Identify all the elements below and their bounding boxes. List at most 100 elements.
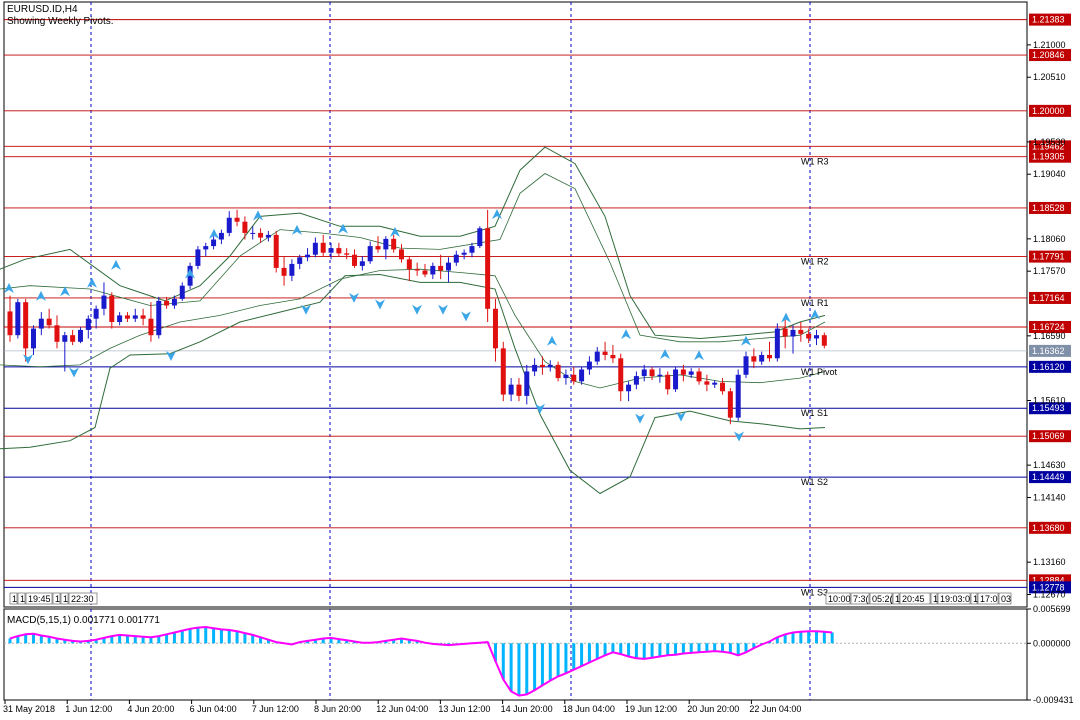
candle-body-58 [462,253,467,255]
price-box-label-13: 1.14449 [1032,472,1065,482]
price-tick-label-4: 1.18060 [1033,234,1066,244]
macd-bar-102 [807,631,810,643]
candle-body-35 [282,268,287,276]
macd-tick-label-1: 0.000000 [1033,638,1071,648]
candle-body-97 [767,355,772,358]
candle-body-69 [548,365,553,367]
price-box-label-10: 1.16120 [1032,362,1065,372]
candle-body-39 [313,243,318,255]
candle-body-65 [516,385,521,396]
macd-bar-27 [220,629,223,643]
macd-bar-66 [525,643,528,694]
candle-body-29 [235,218,240,222]
candle-body-56 [446,263,451,271]
candle-body-8 [70,335,75,342]
macd-bar-77 [611,643,614,652]
tf-label-timeframe_right-7: 1 [973,594,978,604]
candle-body-19 [156,301,161,335]
time-label-7: 13 Jun 12:00 [438,704,490,714]
candle-body-71 [563,375,568,378]
price-box-label-9: 1.16362 [1032,346,1065,356]
tf-label-timeframe_right-4: 20:45 [902,594,925,604]
candle-body-27 [219,233,224,240]
tf-label-timeframe_left-5: 22:30 [71,594,94,604]
price-tick-label-3: 1.19040 [1033,169,1066,179]
macd-tick-label-2: -0.009431 [1033,695,1074,705]
price-box-label-12: 1.15069 [1032,431,1065,441]
candle-body-82 [650,369,655,376]
macd-bar-88 [698,643,701,652]
candle-body-13 [109,296,114,322]
candle-body-51 [407,259,412,269]
tf-label-timeframe_right-0: 10:00 [828,594,851,604]
candle-body-12 [101,296,106,309]
candle-body-90 [712,383,717,385]
candle-body-93 [736,375,741,418]
macd-bar-14 [118,635,121,643]
price-box-label-1: 1.20846 [1032,50,1065,60]
macd-bar-101 [799,632,802,643]
candle-body-102 [806,334,811,339]
candle-body-70 [556,365,561,378]
macd-bar-82 [651,643,654,657]
tf-label-timeframe_left-3: 1 [55,594,60,604]
candle-body-77 [610,355,615,358]
pivot-name-4: W1 S1 [801,408,828,418]
symbol-label: EURUSD.ID,H4 [7,4,78,15]
candle-body-88 [697,371,702,381]
candle-body-16 [133,315,138,318]
candle-body-28 [227,218,232,233]
candle-body-45 [360,261,365,266]
tf-label-timeframe_right-1: 7:3( [853,594,869,604]
candle-body-72 [571,375,576,382]
candle-body-34 [274,235,279,268]
candle-body-95 [751,356,756,361]
macd-bar-72 [572,643,575,669]
candle-body-68 [540,365,545,367]
candle-body-32 [258,233,263,238]
candle-body-78 [618,358,623,391]
price-axis: 1.213831.208461.200001.194621.193051.185… [1027,14,1071,600]
candle-body-101 [798,330,803,334]
macd-bar-104 [823,632,826,643]
price-tick-label-1: 1.20510 [1033,72,1066,82]
time-label-1: 1 Jun 12:00 [65,704,112,714]
macd-bar-93 [737,643,740,655]
candle-body-48 [383,239,388,250]
price-tick-label-11: 1.12670 [1033,589,1066,599]
candle-body-15 [125,315,130,318]
macd-bar-73 [580,643,583,666]
candle-body-59 [469,246,474,253]
macd-bar-86 [682,643,685,653]
candle-body-18 [148,319,153,335]
macd-bar-28 [228,630,231,643]
time-label-11: 20 Jun 20:00 [687,704,739,714]
candle-body-89 [704,381,709,384]
candle-body-84 [665,375,670,390]
price-tick-label-2: 1.19530 [1033,137,1066,147]
candle-body-76 [603,352,608,355]
candle-body-94 [744,356,749,374]
candle-body-83 [657,375,662,376]
macd-bar-92 [729,643,732,653]
price-box-label-14: 1.13680 [1032,523,1065,533]
candle-body-14 [117,315,122,322]
macd-bar-84 [666,643,669,655]
macd-bar-29 [236,631,239,643]
candle-body-61 [485,228,490,308]
candle-body-21 [172,299,177,306]
macd-bar-67 [533,643,536,690]
time-label-8: 14 Jun 20:00 [501,704,553,714]
time-label-0: 31 May 2018 [3,704,55,714]
candle-body-87 [689,371,694,374]
macd-bar-23 [189,629,192,643]
candle-body-66 [524,371,529,395]
macd-bar-24 [196,628,199,644]
macd-bar-100 [792,632,795,643]
candle-body-37 [297,257,302,264]
macd-bar-70 [557,643,560,676]
time-label-5: 8 Jun 20:00 [314,704,361,714]
candle-body-31 [250,233,255,234]
candle-body-81 [642,369,647,376]
